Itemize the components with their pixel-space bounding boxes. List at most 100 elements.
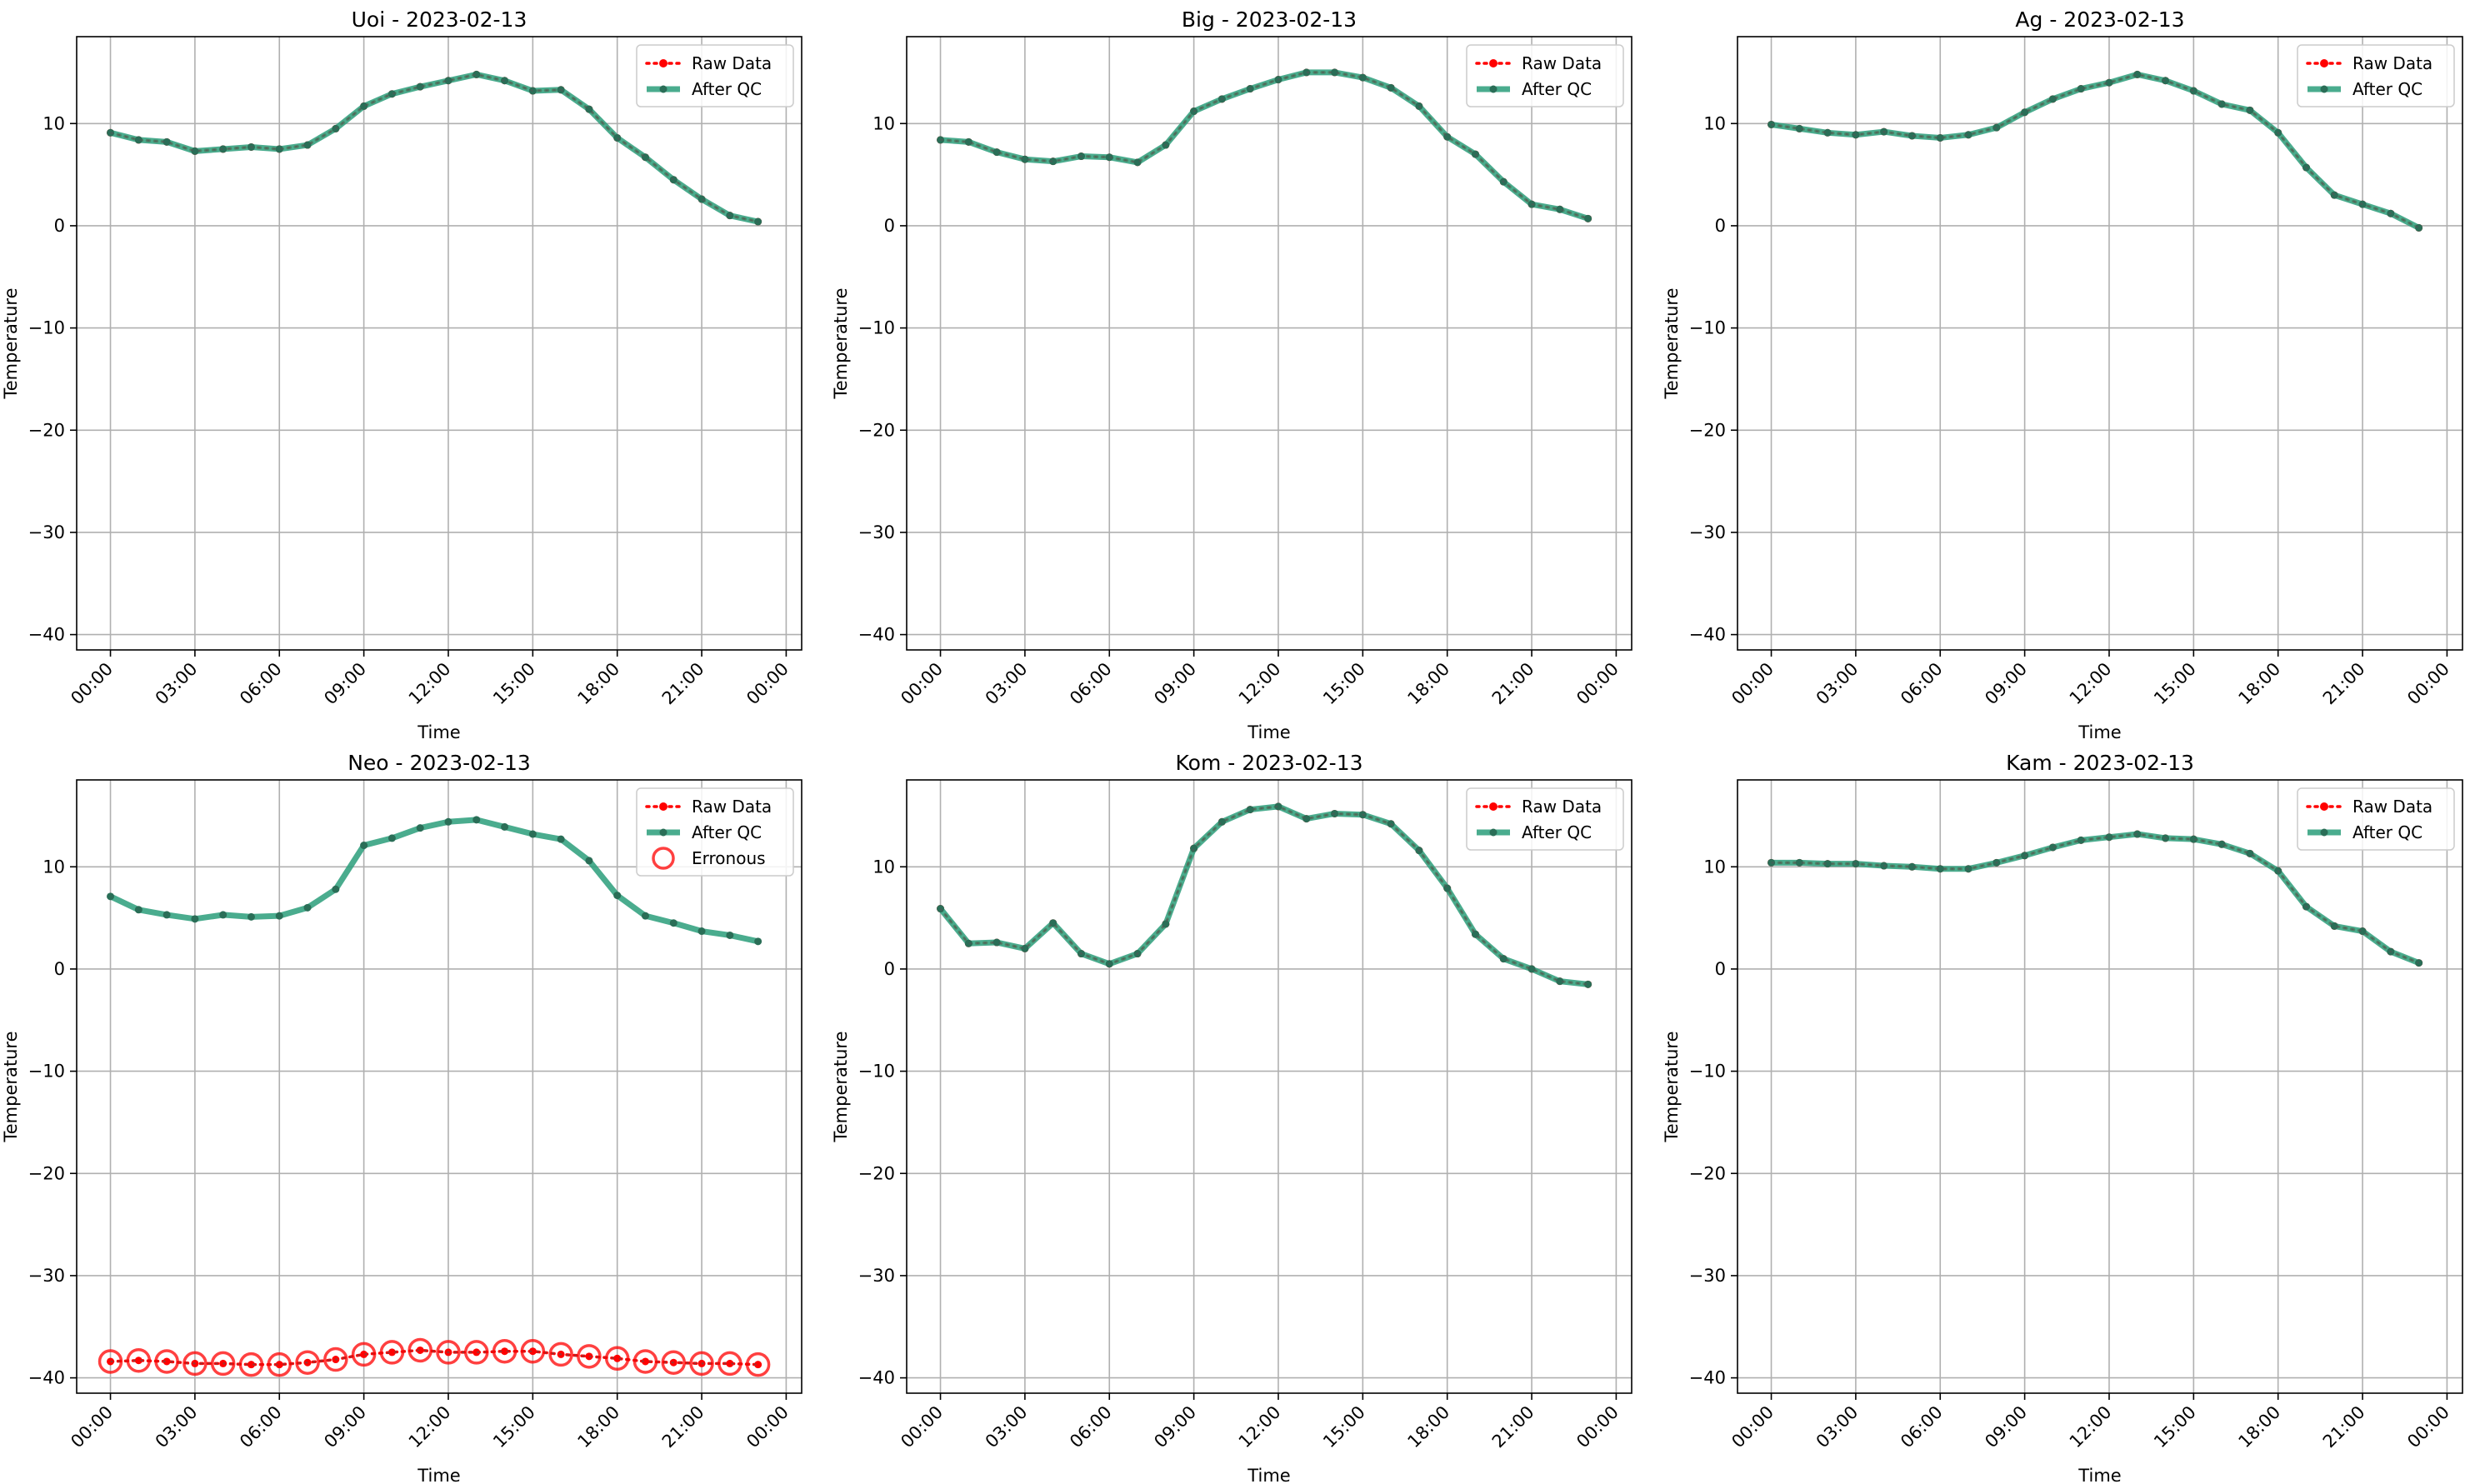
after-qc-point: [1133, 158, 1142, 167]
legend-raw-marker: [659, 802, 668, 811]
x-tick-label: 12:00: [405, 1402, 455, 1452]
legend-label: Raw Data: [1522, 797, 1602, 817]
legend-label: After QC: [1522, 822, 1592, 842]
y-tick-label: 10: [42, 857, 65, 877]
after-qc-point: [2189, 835, 2198, 843]
x-tick-label: 00:00: [2403, 1402, 2453, 1452]
erronous-marker: [126, 1347, 152, 1373]
after-qc-point: [1964, 131, 1972, 139]
x-tick-label: 00:00: [2403, 659, 2453, 709]
legend-label: After QC: [1522, 79, 1592, 99]
after-qc-point: [1556, 205, 1564, 213]
raw-data-line: [1769, 832, 2421, 965]
y-tick-label: 0: [54, 959, 65, 979]
x-tick-label: 00:00: [1728, 1402, 1778, 1452]
subplot-kom: −40 −30 −20 −10 0 10 00:00 03:00 06:00 09:00 12:00…: [831, 751, 1632, 1484]
raw-data-point: [528, 1347, 537, 1356]
erronous-marker: [379, 1340, 405, 1365]
erronous-marker: [182, 1351, 208, 1377]
after-qc-point: [1302, 68, 1311, 77]
x-tick-label: 12:00: [2066, 659, 2116, 709]
after-qc-point: [2162, 77, 2170, 85]
raw-data-point: [726, 1359, 734, 1367]
x-axis-label: Time: [417, 722, 460, 742]
raw-data-point: [585, 1352, 593, 1361]
after-qc-point: [1528, 965, 1536, 973]
x-tick-label: 00:00: [742, 659, 792, 709]
x-tick-label: 12:00: [405, 659, 455, 709]
x-tick-label: 00:00: [1728, 659, 1778, 709]
after-qc-point: [2077, 85, 2085, 93]
after-qc-point: [247, 912, 255, 921]
erronous-marker: [154, 1349, 179, 1374]
after-qc-point: [613, 892, 622, 900]
legend-raw-marker: [1489, 802, 1498, 811]
erronous-marker: [436, 1340, 461, 1365]
x-axis-label: Time: [1247, 722, 1290, 742]
y-tick-label: −30: [858, 522, 895, 542]
after-qc-point: [472, 70, 481, 78]
erronous-marker: [295, 1350, 320, 1375]
plot-frame: [1737, 36, 2463, 651]
y-tick-label: −10: [28, 1062, 65, 1082]
legend-qc-marker: [659, 828, 668, 837]
erronous-marker: [718, 1351, 742, 1377]
subplot-title: Kom - 2023-02-13: [1176, 751, 1363, 775]
legend-label: After QC: [692, 79, 762, 99]
y-tick-label: −10: [28, 318, 65, 338]
after-qc-point: [162, 911, 171, 919]
after-qc-point: [360, 842, 368, 850]
raw-data-point: [275, 1361, 283, 1369]
after-qc-point: [2358, 927, 2367, 936]
x-axis-label: Time: [1247, 1466, 1290, 1484]
raw-data-point: [501, 1347, 509, 1356]
after-qc-point: [1021, 944, 1029, 952]
erronous-marker: [604, 1346, 630, 1372]
y-tick-label: 10: [42, 113, 65, 133]
after-qc-line: [109, 71, 759, 225]
after-qc-point: [416, 824, 424, 832]
legend-label: Raw Data: [692, 797, 772, 817]
erronous-marker: [267, 1352, 292, 1377]
after-qc-point: [275, 912, 283, 920]
x-tick-label: 15:00: [489, 659, 539, 709]
after-qc-point: [1021, 155, 1029, 163]
x-tick-label: 18:00: [573, 1402, 623, 1452]
x-tick-label: 21:00: [1488, 1402, 1538, 1452]
after-qc-point: [964, 137, 972, 146]
after-qc-point: [219, 911, 228, 919]
x-tick-label: 09:00: [1981, 659, 2031, 709]
after-qc-line: [938, 803, 1589, 987]
legend: Raw Data After QC: [2297, 44, 2455, 107]
after-qc-point: [1387, 83, 1395, 92]
after-qc-point: [134, 136, 142, 144]
y-tick-label: 0: [1715, 959, 1726, 979]
raw-data-point: [613, 1354, 622, 1362]
after-qc-point: [2189, 87, 2198, 95]
after-qc-point: [2246, 849, 2254, 857]
after-qc-point: [1190, 844, 1198, 852]
x-tick-label: 00:00: [67, 1402, 117, 1452]
legend-label: Raw Data: [2352, 53, 2432, 73]
raw-data-point: [162, 1357, 171, 1366]
after-qc-point: [416, 82, 424, 91]
after-qc-point: [1823, 860, 1832, 868]
x-tick-label: 12:00: [1235, 659, 1285, 709]
y-tick-label: −10: [858, 1062, 895, 1082]
erronous-marker: [689, 1351, 714, 1377]
x-tick-label: 06:00: [236, 1402, 286, 1452]
x-tick-label: 21:00: [2319, 659, 2369, 709]
after-qc-point: [444, 817, 452, 826]
y-axis-label: Temperature: [1, 287, 21, 399]
x-tick-label: 09:00: [320, 1402, 370, 1452]
raw-data-overlay: [1771, 833, 2420, 964]
x-tick-label: 03:00: [152, 1402, 202, 1452]
x-axis-label: Time: [417, 1466, 460, 1484]
raw-data-point: [472, 1348, 481, 1357]
after-qc-point: [360, 102, 368, 110]
erronous-marker: [661, 1350, 687, 1375]
erronous-marker: [492, 1338, 518, 1364]
after-qc-line: [1771, 71, 2421, 231]
y-axis-label: Temperature: [1662, 287, 1682, 399]
x-tick-label: 00:00: [742, 1402, 792, 1452]
